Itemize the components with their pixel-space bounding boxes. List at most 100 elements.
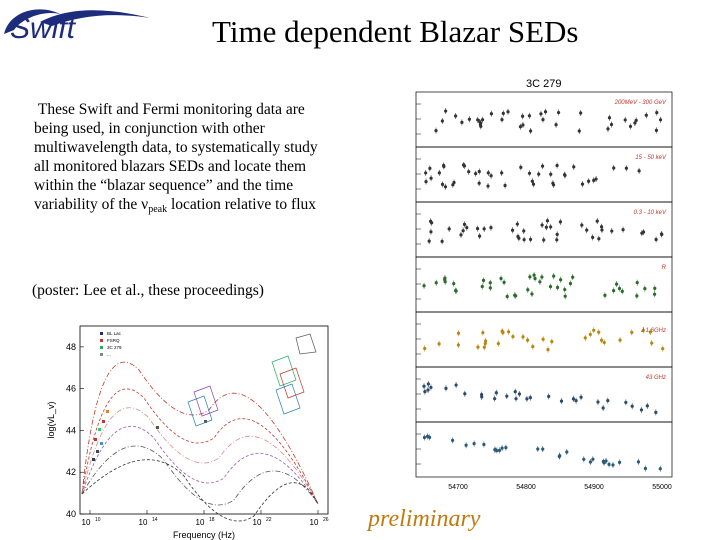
lc-point [434,281,438,285]
lc-point [461,229,465,233]
lc-point [480,284,484,289]
lc-point [540,223,544,227]
lc-point [484,339,488,343]
lc-point [591,235,595,239]
lc-point [637,169,641,173]
lc-point [538,280,542,284]
sed-legend-marker [100,332,103,335]
lc-point [599,225,604,229]
lc-point [517,236,521,240]
lc-point [530,292,534,296]
sed-legend-marker [100,353,103,356]
lc-point [640,231,644,235]
lc-panel-frame [415,146,673,203]
lc-point [635,280,639,285]
lc-point [443,185,448,189]
lc-point [527,171,532,175]
sed-bowtie [279,367,305,399]
lc-band-label: 43 GHz [646,375,666,381]
lc-point [579,395,583,399]
sed-data-point [96,450,99,453]
sed-xtick-exponent: 18 [209,517,215,523]
lc-point [660,232,664,237]
lc-point [513,293,517,297]
lc-point [497,448,502,453]
lc-point [552,274,556,278]
sed-data-point [156,426,159,429]
lc-point [460,120,464,124]
lc-point [500,118,504,122]
sed-plot: 40 42 44 46 48 10 10 10 14 10 18 10 22 10 26 Frequency … [46,325,329,540]
lc-point [658,118,663,122]
lc-point [514,397,518,401]
lc-point [510,228,515,232]
lc-point [479,124,483,128]
sed-bowtie [193,385,219,417]
sed-ytick-label: 48 [66,342,76,352]
lc-point [424,180,428,184]
lc-point [475,226,480,231]
lc-point [482,227,486,231]
lc-point [429,385,433,390]
sed-bowtie [271,355,297,387]
lc-point [565,450,569,454]
sed-ytick-label: 42 [66,467,76,477]
sed-data-point [98,428,101,431]
lc-point [454,383,458,387]
lc-point [591,457,595,461]
description-part1: These Swift and Fermi monitoring data ar… [34,101,318,213]
sed-ytick-label: 44 [66,425,76,435]
lc-point [478,234,482,238]
lc-point [557,454,561,459]
lc-point [477,181,481,185]
lc-point [551,183,556,187]
lc-point [496,341,500,346]
lc-point [456,331,461,335]
lc-point [520,114,525,118]
lc-point [429,176,433,180]
lc-panel-frame [415,421,673,478]
lc-point [488,286,492,290]
lc-point [541,118,545,122]
lc-point [489,112,493,116]
lc-point [568,281,573,286]
lc-point [559,278,563,282]
lc-point [536,447,540,451]
lc-point [493,448,497,452]
lc-point [488,281,492,285]
sed-legend-label: FSRQ [107,338,120,343]
lc-point [601,406,605,410]
lc-point [600,228,604,232]
lc-point [440,239,444,244]
lc-point [617,460,622,464]
lc-point [481,278,486,282]
sed-xtick-label: 10 [253,518,262,527]
lc-point [472,441,476,446]
lc-point [572,165,576,169]
lc-point [609,122,614,127]
lc-point [489,174,493,178]
lc-point [641,328,645,333]
lc-point [601,459,605,464]
lc-band-label: 200MeV - 300 GeV [614,100,667,106]
lc-point [558,220,563,224]
lc-point [501,330,505,334]
lc-point [618,338,622,342]
lc-point [643,287,647,291]
sed-model-curve [81,445,319,506]
lc-point [521,335,525,339]
lc-point [511,334,515,339]
lc-point [422,284,426,288]
lc-point [507,330,511,334]
lc-point [422,384,426,388]
lc-point [428,166,432,170]
sed-ylabel: log(vL_v) [46,401,56,438]
lc-point [574,398,578,403]
source-label: 3C 279 [526,78,562,90]
sed-data-point [94,438,97,441]
sed-model-curve [81,361,319,505]
lc-point [540,164,545,168]
lc-point [499,276,503,281]
lc-xtick-label: 54900 [584,484,604,491]
lc-point [571,397,576,401]
